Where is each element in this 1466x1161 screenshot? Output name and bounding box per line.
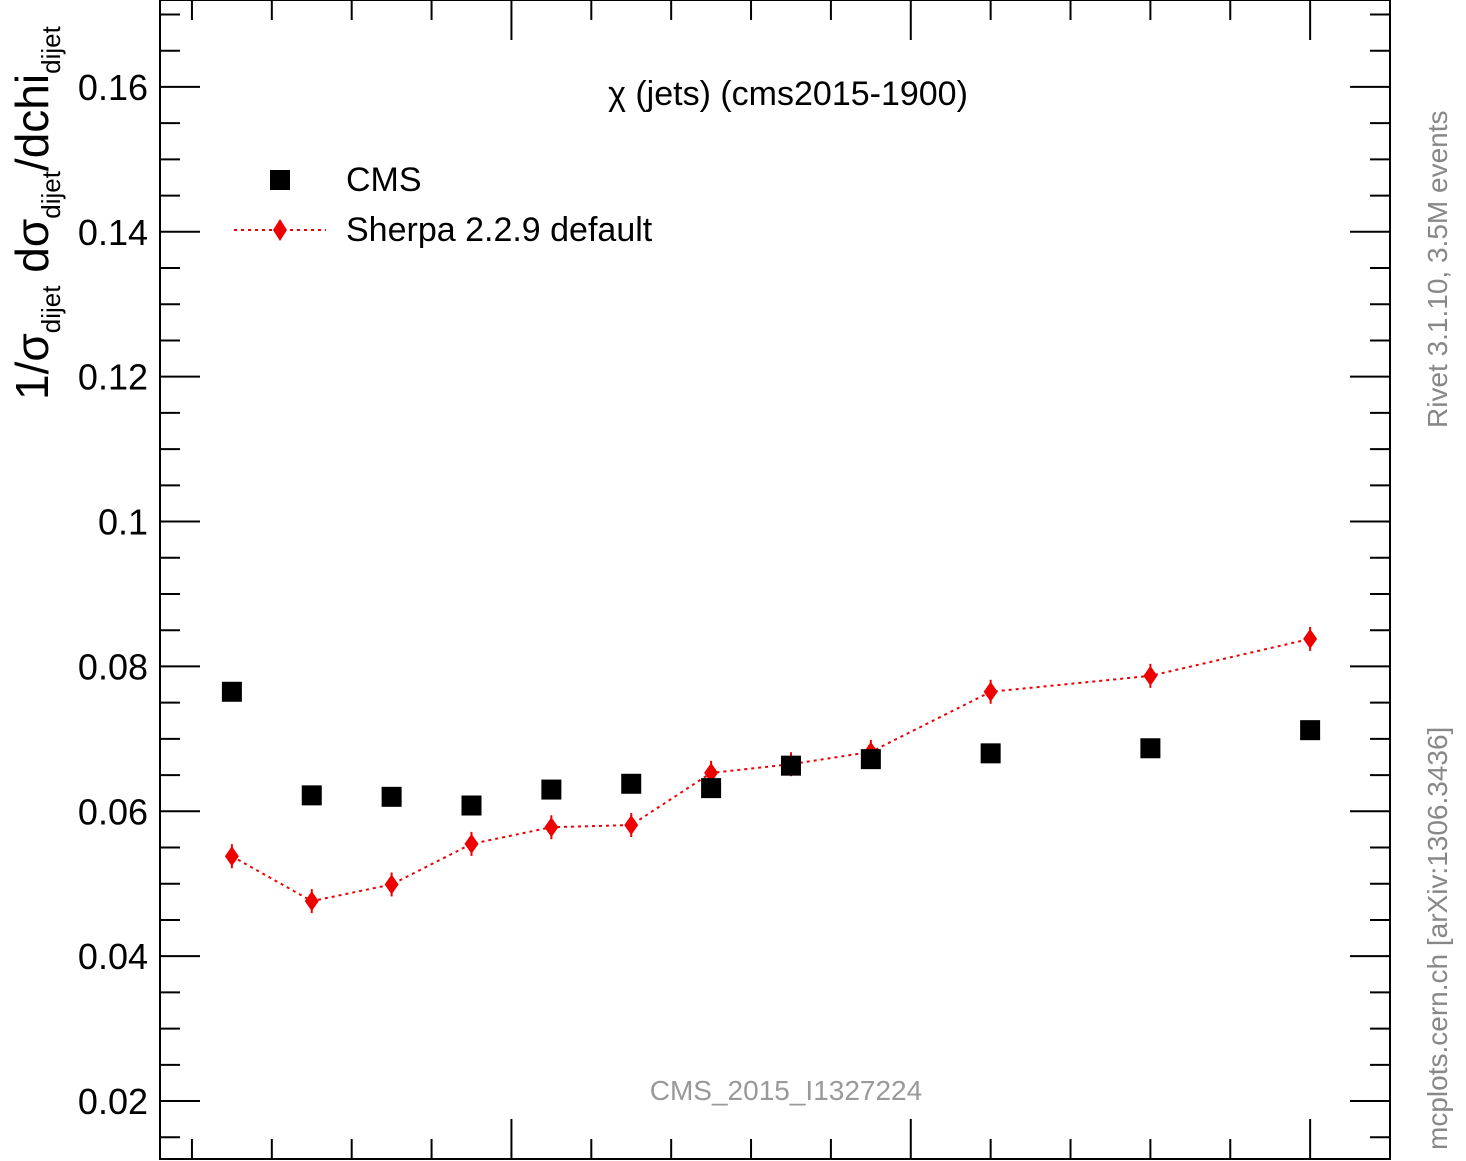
side-label-rivet: Rivet 3.1.10, 3.5M events xyxy=(1422,110,1453,428)
cms-point xyxy=(701,778,722,799)
cms-point xyxy=(621,773,642,794)
cms-point xyxy=(301,785,322,806)
plot-frame xyxy=(159,0,1391,1160)
series-sherpa xyxy=(224,626,1318,914)
series-cms xyxy=(221,681,1321,816)
cms-point xyxy=(381,786,402,807)
side-label-mcplots: mcplots.cern.ch [arXiv:1306.3436] xyxy=(1422,727,1453,1150)
cms-point xyxy=(1140,738,1161,759)
chart-title: χ (jets) (cms2015-1900) xyxy=(608,75,968,113)
y-tick-label: 0.1 xyxy=(98,502,148,543)
cms-point xyxy=(780,755,801,776)
sherpa-point xyxy=(1143,665,1158,686)
y-tick-label: 0.12 xyxy=(78,357,148,398)
x-axis xyxy=(190,0,1312,1159)
cms-point xyxy=(541,779,562,800)
y-tick-label: 0.02 xyxy=(78,1081,148,1122)
cms-point xyxy=(1300,720,1321,741)
cms-point xyxy=(221,681,242,702)
legend: CMS Sherpa 2.2.9 default xyxy=(234,161,653,249)
sherpa-line xyxy=(231,637,1311,903)
sherpa-point xyxy=(1303,628,1318,649)
y-axis-label: 1/σdijet dσdijet/dchidijet xyxy=(6,25,66,400)
cms-point xyxy=(860,749,881,770)
cms-point xyxy=(980,743,1001,764)
sherpa-point xyxy=(304,891,319,912)
sherpa-point xyxy=(983,681,998,702)
y-tick-label: 0.14 xyxy=(78,212,148,253)
y-tick-label: 0.16 xyxy=(78,67,148,108)
cms-point xyxy=(461,795,482,816)
legend-marker-sherpa xyxy=(273,219,287,241)
y-tick-label: 0.04 xyxy=(78,936,148,977)
sherpa-point xyxy=(464,833,479,854)
y-tick-label: 0.08 xyxy=(78,646,148,687)
sherpa-point xyxy=(624,815,639,836)
y-tick-label: 0.06 xyxy=(78,791,148,832)
analysis-label: CMS_2015_I1327224 xyxy=(650,1075,922,1106)
legend-label-sherpa: Sherpa 2.2.9 default xyxy=(346,211,653,249)
sherpa-point xyxy=(384,874,399,895)
y-axis: 0.02 0.04 0.06 0.08 0.1 0.12 0.14 0.16 xyxy=(78,13,1390,1139)
sherpa-point xyxy=(224,846,239,867)
sherpa-point xyxy=(704,762,719,783)
legend-label-cms: CMS xyxy=(346,161,422,199)
legend-marker-cms xyxy=(270,170,290,190)
sherpa-point xyxy=(544,817,559,838)
